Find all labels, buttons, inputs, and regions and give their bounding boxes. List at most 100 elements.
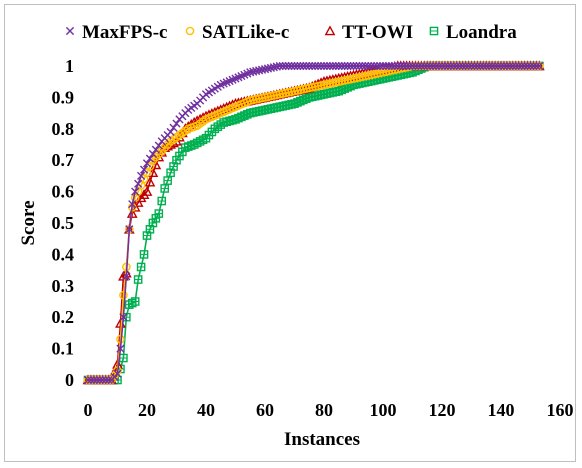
y-tick-label-3: 0.3 (52, 276, 75, 296)
x-tick-label-0: 0 (84, 400, 93, 420)
data-point-maxfps-c-79 (316, 61, 326, 71)
data-point-maxfps-c-12 (119, 313, 128, 322)
data-point-maxfps-c-6 (101, 375, 110, 385)
data-point-maxfps-c-3 (92, 375, 101, 385)
data-point-maxfps-c-152 (532, 61, 541, 71)
data-point-maxfps-c-7 (104, 375, 113, 385)
data-point-maxfps-c-108 (402, 61, 411, 71)
data-point-maxfps-c-94 (361, 61, 370, 71)
data-point-maxfps-c-137 (488, 61, 497, 71)
legend-label-satlike-c: SATLike-c (202, 22, 289, 43)
data-point-loandra-25 (157, 196, 167, 206)
data-point-maxfps-c-126 (455, 61, 464, 71)
y-tick-label-9: 0.9 (52, 87, 75, 107)
data-point-maxfps-c-13 (122, 272, 131, 281)
data-point-maxfps-c-30 (172, 119, 181, 128)
data-point-maxfps-c-24 (154, 141, 163, 150)
y-axis-title: Score (18, 200, 39, 245)
data-point-maxfps-c-136 (485, 61, 494, 71)
data-point-maxfps-c-114 (420, 61, 429, 71)
data-point-maxfps-c-87 (340, 61, 349, 71)
data-point-maxfps-c-73 (299, 61, 308, 71)
data-point-tt-owi-15 (126, 207, 138, 218)
data-point-loandra-19 (139, 250, 149, 259)
data-point-maxfps-c-106 (396, 61, 405, 71)
data-point-maxfps-c-104 (390, 61, 399, 71)
y-tick-label-8: 0.8 (52, 119, 75, 139)
data-point-maxfps-c-67 (281, 61, 290, 71)
x-tick-label-5: 100 (370, 400, 397, 420)
legend-label-tt-owi: TT-OWI (342, 22, 413, 43)
data-point-maxfps-c-105 (393, 61, 402, 71)
data-point-maxfps-c-29 (169, 123, 178, 132)
legend-marker-satlike-c (185, 26, 195, 36)
data-point-maxfps-c-77 (311, 61, 320, 71)
legend-item-loandra: Loandra (429, 22, 517, 43)
data-point-loandra-16 (130, 297, 140, 306)
data-point-maxfps-c-71 (293, 61, 302, 71)
legend-label-loandra: Loandra (446, 22, 517, 43)
y-tick-label-6: 0.6 (52, 182, 75, 202)
data-point-maxfps-c-92 (355, 61, 364, 71)
data-point-maxfps-c-103 (387, 61, 396, 71)
data-point-maxfps-c-135 (482, 61, 491, 71)
legend-marker-loandra (429, 26, 439, 36)
data-point-tt-owi-20 (141, 185, 153, 196)
data-point-maxfps-c-140 (496, 61, 506, 71)
data-point-maxfps-c-5 (98, 375, 107, 385)
data-point-maxfps-c-144 (508, 61, 517, 71)
data-point-maxfps-c-81 (322, 61, 332, 71)
data-point-maxfps-c-127 (458, 61, 467, 71)
data-point-maxfps-c-82 (325, 61, 334, 71)
data-point-maxfps-c-130 (467, 61, 476, 71)
data-point-tt-owi-17 (132, 196, 144, 207)
data-point-maxfps-c-97 (370, 61, 379, 71)
data-point-maxfps-c-117 (429, 61, 438, 71)
data-point-maxfps-c-120 (437, 61, 447, 71)
data-point-maxfps-c-100 (378, 61, 388, 71)
data-point-maxfps-c-23 (151, 145, 160, 154)
data-point-maxfps-c-143 (505, 61, 514, 71)
data-point-maxfps-c-15 (128, 200, 137, 209)
data-point-maxfps-c-115 (423, 61, 432, 71)
legend-item-maxfps-c: MaxFPS-c (65, 22, 167, 43)
data-point-tt-owi-21 (144, 176, 156, 187)
data-point-maxfps-c-19 (139, 165, 149, 174)
data-point-maxfps-c-16 (131, 187, 140, 196)
x-tick-label-2: 40 (197, 400, 215, 420)
data-point-maxfps-c-66 (278, 61, 287, 71)
data-point-maxfps-c-74 (302, 61, 311, 71)
data-point-maxfps-c-99 (375, 61, 385, 71)
data-point-maxfps-c-109 (405, 61, 414, 71)
data-point-maxfps-c-21 (145, 154, 155, 163)
data-point-maxfps-c-10 (113, 369, 122, 378)
chart-frame (4, 4, 576, 462)
data-point-maxfps-c-88 (343, 61, 352, 71)
data-point-maxfps-c-148 (520, 61, 529, 71)
data-point-maxfps-c-111 (411, 61, 420, 71)
data-point-maxfps-c-121 (440, 61, 450, 71)
data-point-loandra-27 (163, 176, 172, 185)
data-point-maxfps-c-85 (334, 61, 343, 71)
data-point-maxfps-c-134 (479, 61, 488, 71)
data-point-maxfps-c-128 (461, 61, 470, 71)
data-point-maxfps-c-132 (473, 61, 482, 71)
y-tick-label-2: 0.2 (52, 307, 75, 327)
data-point-maxfps-c-95 (364, 61, 373, 71)
data-point-maxfps-c-78 (314, 61, 323, 71)
data-point-maxfps-c-65 (275, 61, 284, 71)
data-point-maxfps-c-90 (349, 61, 358, 71)
x-tick-label-3: 60 (256, 400, 274, 420)
series-maxfps-c (83, 61, 544, 385)
data-point-maxfps-c-122 (443, 61, 452, 71)
x-tick-label-6: 120 (429, 400, 456, 420)
data-point-maxfps-c-83 (328, 61, 337, 71)
data-point-maxfps-c-151 (529, 61, 538, 71)
data-point-maxfps-c-142 (502, 61, 511, 71)
data-point-maxfps-c-80 (319, 61, 329, 71)
data-point-maxfps-c-17 (134, 179, 143, 188)
data-point-loandra-17 (133, 275, 143, 284)
data-point-maxfps-c-0 (83, 375, 93, 385)
data-point-maxfps-c-123 (446, 61, 455, 71)
